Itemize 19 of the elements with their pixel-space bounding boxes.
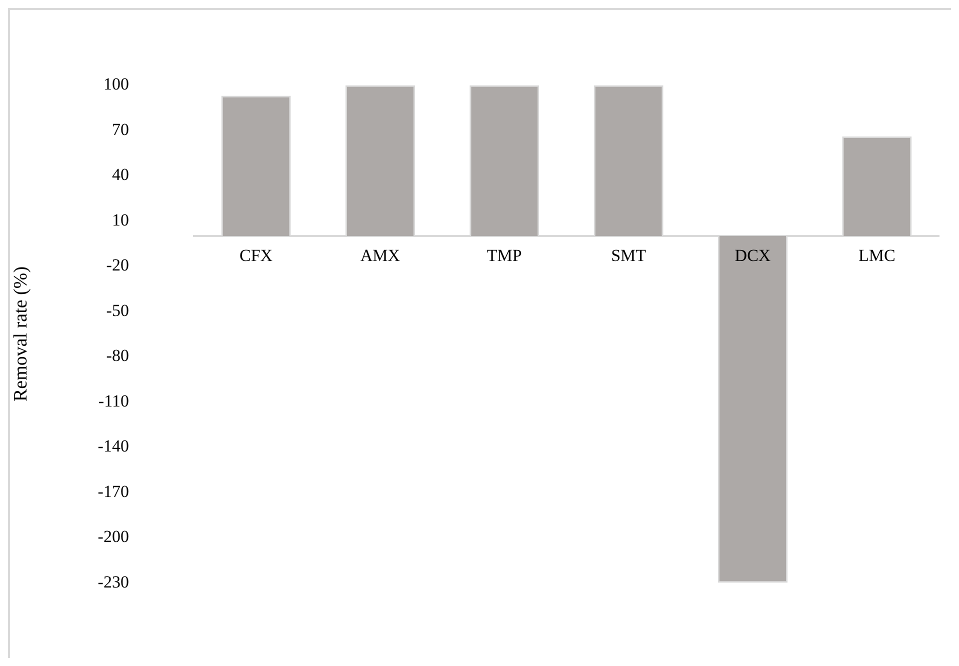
y-tick-label: -80 (106, 346, 129, 366)
y-tick-label: -230 (98, 572, 129, 592)
y-tick-label: -20 (106, 256, 129, 275)
y-tick-label: 40 (112, 165, 129, 184)
y-tick-label: -140 (98, 436, 129, 456)
y-tick-label: -110 (98, 391, 129, 410)
y-tick-label: -50 (106, 300, 129, 320)
x-tick-label: SMT (611, 246, 647, 265)
y-axis-title: Removal rate (%) (10, 266, 32, 402)
y-tick-label: -200 (98, 527, 129, 546)
x-tick-label: DCX (734, 246, 771, 265)
x-tick-label: AMX (360, 246, 400, 265)
x-tick-label: CFX (240, 246, 273, 265)
y-tick-label: -170 (98, 482, 129, 501)
y-tick-label: 70 (112, 120, 129, 139)
y-tick-label: 100 (103, 74, 129, 94)
x-tick-label: TMP (486, 246, 522, 265)
y-tick-label: 10 (112, 210, 129, 230)
x-tick-label: LMC (858, 246, 896, 265)
